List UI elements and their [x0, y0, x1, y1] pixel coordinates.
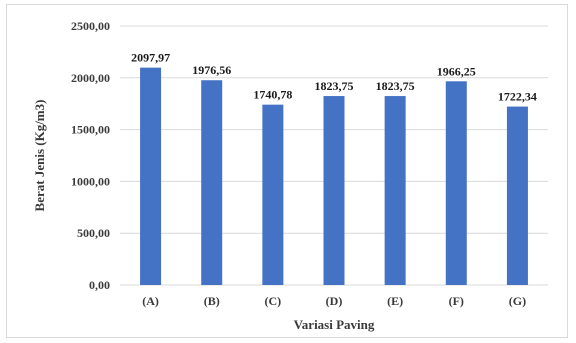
data-label: 1976,56	[192, 63, 231, 77]
x-axis-ticks: (A) (B) (C) (D) (E) (F) (G)	[142, 294, 526, 308]
bar	[384, 96, 406, 285]
bar	[140, 67, 162, 286]
x-tick-label: (C)	[265, 294, 282, 308]
data-label: 1823,75	[376, 79, 415, 93]
y-tick-label: 1000,00	[71, 174, 110, 188]
chart-area	[6, 4, 568, 338]
x-tick-label: (D)	[326, 294, 343, 308]
x-tick-label: (F)	[449, 294, 464, 308]
data-labels: 2097,97 1976,56 1740,78 1823,75 1823,75 1966,…	[131, 51, 537, 104]
bar	[201, 80, 223, 285]
y-tick-label: 0,00	[89, 278, 110, 292]
y-tick-label: 1500,00	[71, 123, 110, 137]
y-axis-title: Berat Jenis (Kg/m3)	[32, 100, 47, 212]
data-label: 2097,97	[131, 51, 170, 65]
y-tick-label: 500,00	[77, 226, 110, 240]
bar	[445, 81, 467, 285]
data-label: 1966,25	[437, 64, 476, 78]
y-axis-ticks: 0,00 500,00 1000,00 1500,00 2000,00 2500,00	[71, 19, 110, 292]
x-axis-title: Variasi Paving	[294, 317, 375, 332]
data-label: 1740,78	[253, 88, 292, 102]
x-tick-label: (E)	[387, 294, 403, 308]
x-tick-label: (B)	[204, 294, 220, 308]
data-label: 1823,75	[315, 79, 354, 93]
y-tick-label: 2500,00	[71, 19, 110, 33]
gridlines	[120, 25, 548, 286]
x-tick-label: (A)	[142, 294, 159, 308]
y-tick-label: 2000,00	[71, 71, 110, 85]
bar	[506, 106, 528, 285]
bar	[323, 96, 345, 285]
bar	[262, 104, 284, 286]
x-tick-label: (G)	[509, 294, 526, 308]
data-label: 1722,34	[498, 90, 537, 104]
bars	[140, 67, 528, 286]
